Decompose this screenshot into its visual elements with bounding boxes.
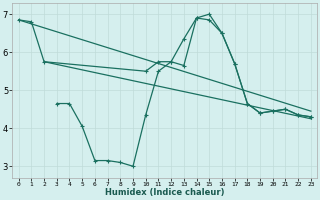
X-axis label: Humidex (Indice chaleur): Humidex (Indice chaleur) (105, 188, 225, 197)
